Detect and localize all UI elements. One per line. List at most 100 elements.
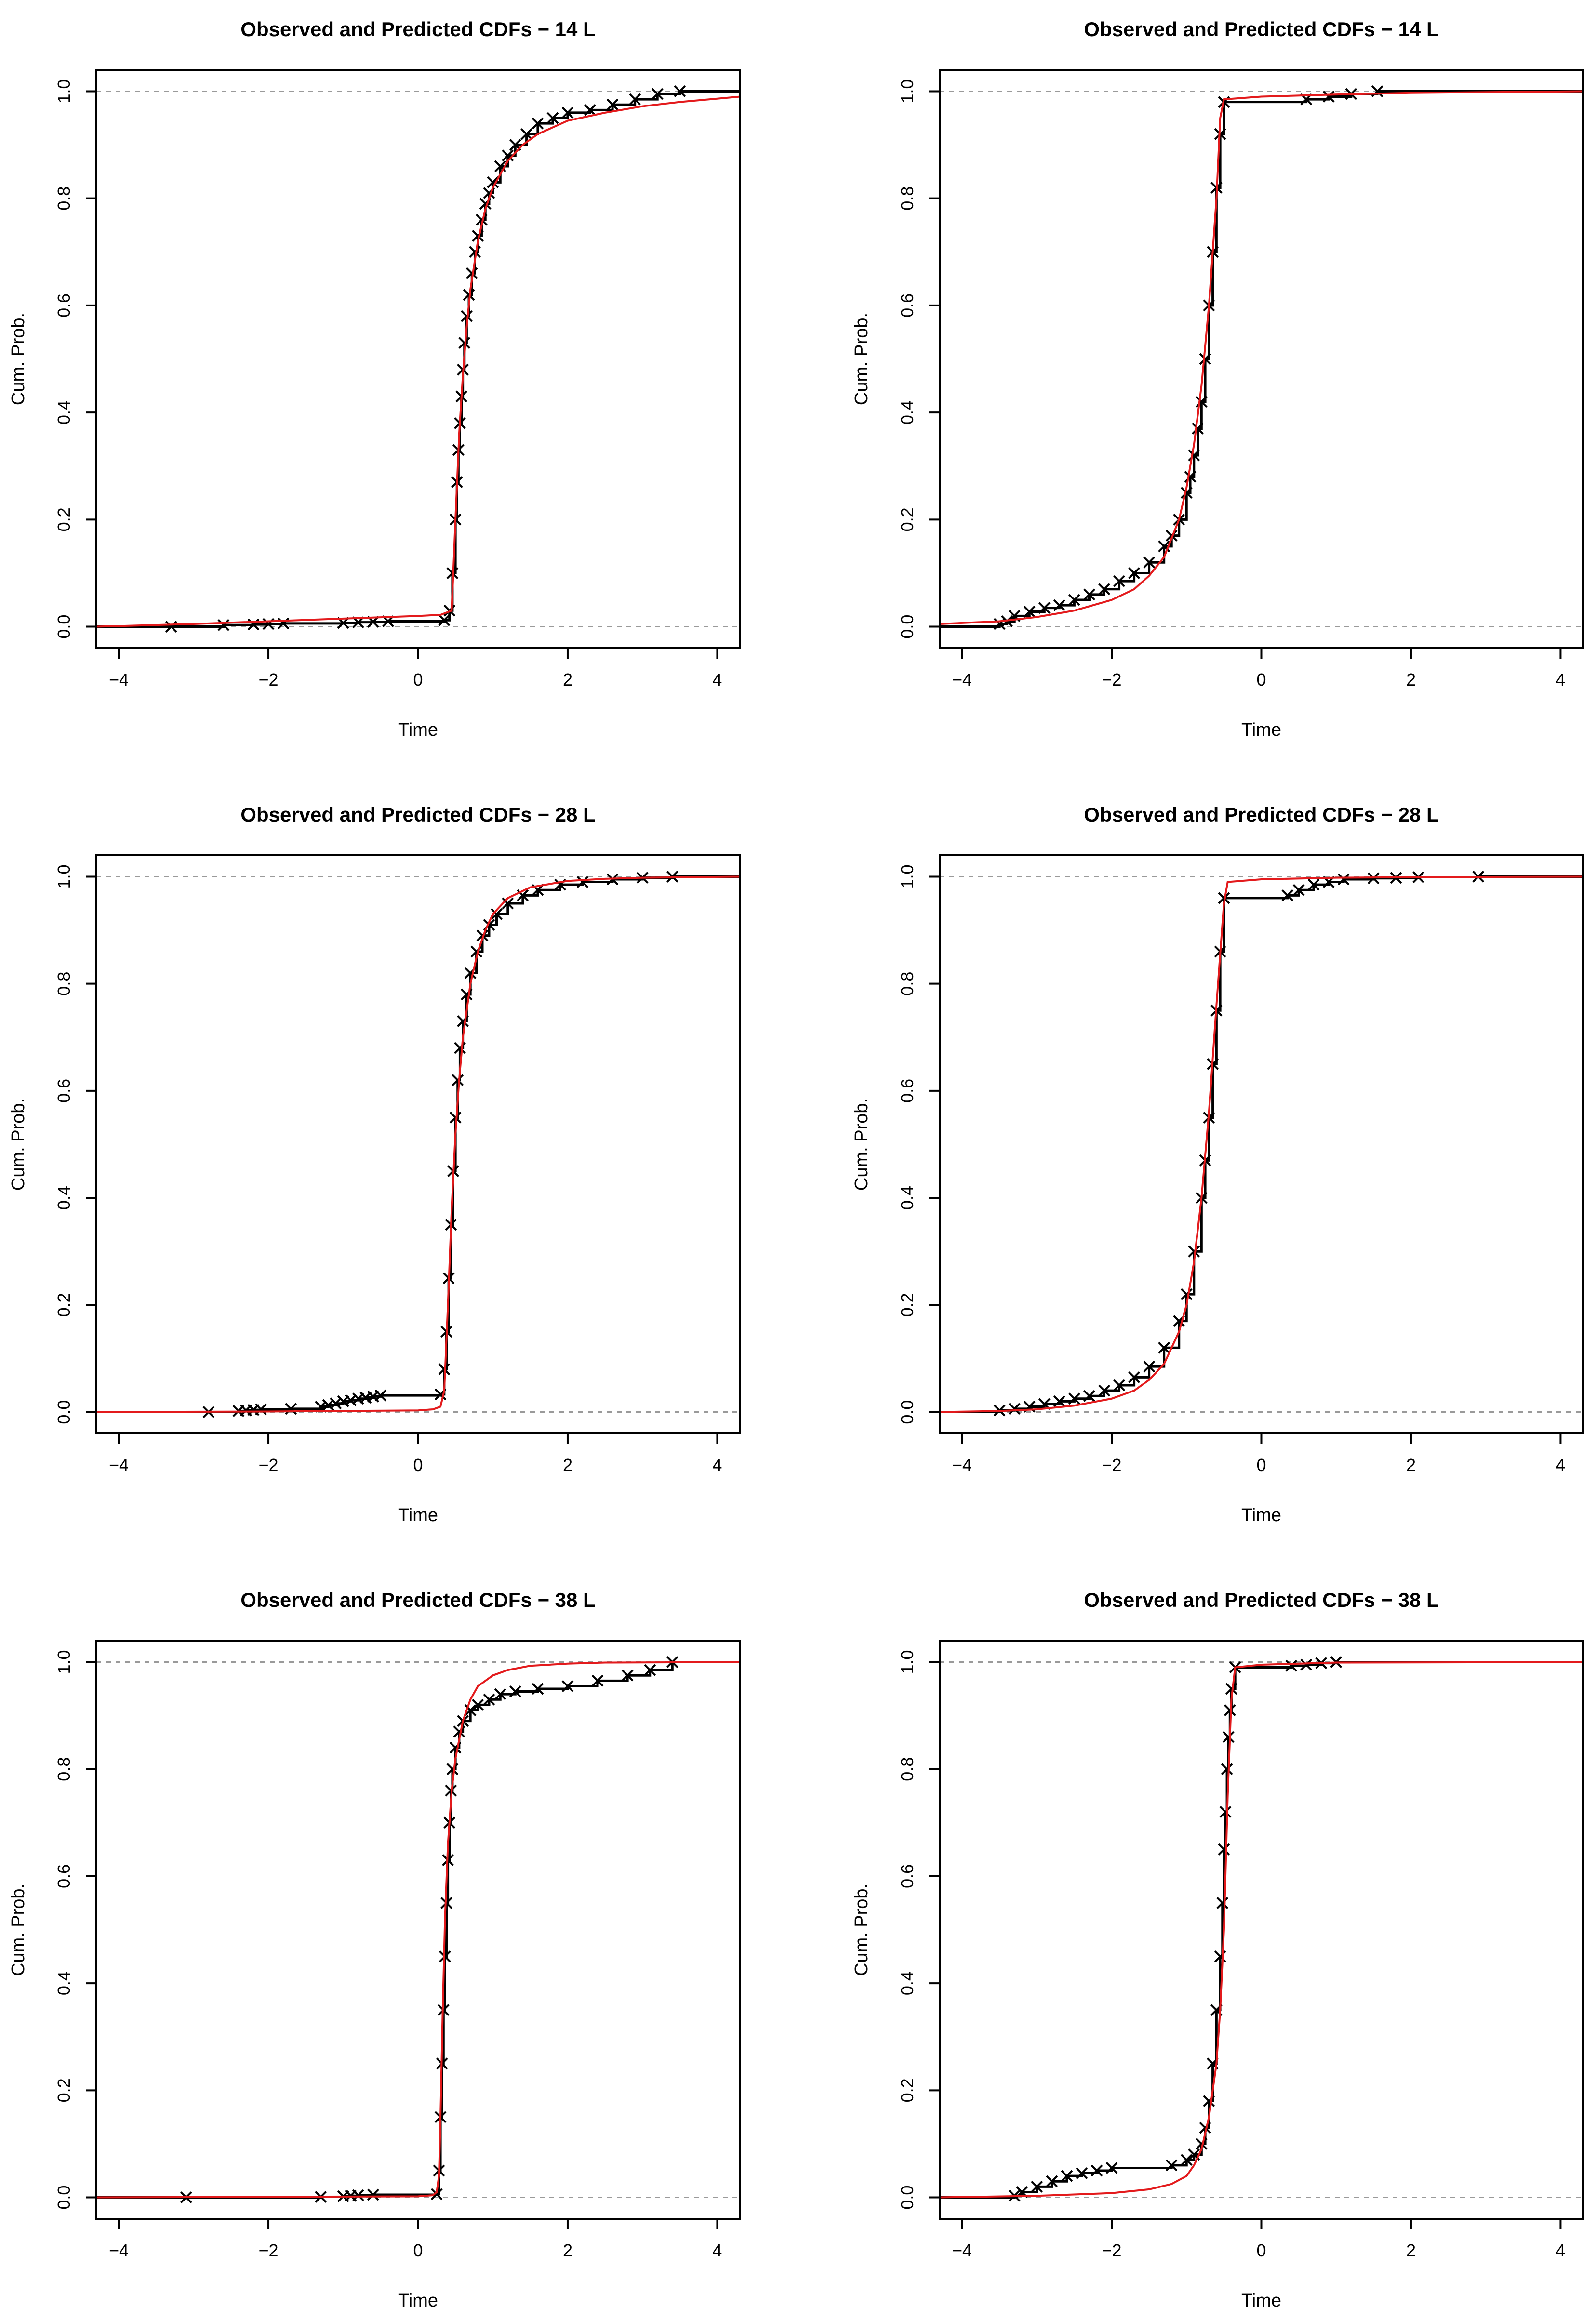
y-tick-label: 0.8	[897, 972, 917, 996]
data-point-marker	[1031, 2180, 1043, 2193]
data-point-marker	[1068, 1392, 1080, 1405]
data-point-marker	[1143, 556, 1156, 569]
x-tick-label: 2	[563, 1455, 572, 1475]
series-line-predicted	[940, 875, 1583, 1413]
y-tick-label: 0.4	[897, 1186, 917, 1210]
x-axis-label: Time	[398, 2291, 438, 2311]
data-point-marker	[1061, 2170, 1073, 2182]
x-tick-label: 0	[1256, 670, 1266, 689]
data-point-marker	[1322, 91, 1335, 103]
series-predicted	[940, 1661, 1583, 2199]
y-tick-label: 0.2	[54, 507, 74, 531]
data-point-marker	[1165, 2159, 1178, 2172]
data-point-marker	[1008, 1403, 1021, 1415]
chart-panel-1: Observed and Predicted CDFs − 14 L −4 −2 0 2…	[8, 18, 741, 740]
y-axis-label: Cum. Prob.	[851, 1883, 872, 1976]
y-tick-label: 0.2	[897, 1293, 917, 1317]
data-point-marker	[1195, 396, 1208, 408]
data-point-marker	[1371, 85, 1383, 97]
data-point-marker	[454, 1042, 466, 1054]
y-tick-label: 0.6	[897, 293, 917, 318]
data-point-marker	[509, 1685, 521, 1697]
y-axis-label: Cum. Prob.	[8, 1098, 28, 1191]
y-tick-label: 0.8	[897, 1757, 917, 1781]
data-point-marker	[460, 310, 473, 322]
data-point-marker	[1143, 1360, 1156, 1373]
y-tick-label: 0.2	[54, 1293, 74, 1317]
data-point-marker	[476, 213, 488, 226]
chart-title: Observed and Predicted CDFs − 38 L	[240, 1589, 595, 1611]
data-point-marker	[1023, 606, 1036, 618]
y-tick-label: 0.0	[54, 615, 74, 639]
series-line-predicted	[940, 1661, 1583, 2199]
data-point-marker	[1053, 599, 1065, 611]
data-point-marker	[629, 93, 641, 106]
data-point-marker	[1195, 2138, 1208, 2150]
data-point-marker	[546, 112, 559, 124]
data-point-marker	[1098, 1384, 1110, 1397]
y-tick-label: 0.6	[897, 1079, 917, 1103]
data-point-marker	[1225, 1683, 1237, 1695]
x-tick-label: 4	[1556, 2240, 1565, 2260]
y-tick-label: 0.6	[54, 1864, 74, 1888]
x-tick-label: −4	[109, 2240, 129, 2260]
series-line-predicted	[96, 95, 740, 628]
data-point-marker	[1222, 1731, 1235, 1743]
data-point-marker	[469, 246, 481, 258]
x-tick-label: −4	[109, 1455, 129, 1475]
data-point-marker	[472, 230, 484, 242]
data-point-marker	[1188, 449, 1200, 462]
chart-title: Observed and Predicted CDFs − 14 L	[240, 18, 595, 40]
y-tick-label: 0.0	[897, 615, 917, 639]
y-tick-label: 1.0	[897, 79, 917, 103]
y-tick-label: 1.0	[897, 1650, 917, 1674]
x-axis-label: Time	[1241, 2291, 1281, 2311]
data-point-marker	[1292, 884, 1305, 896]
x-tick-label: 2	[1406, 670, 1416, 689]
data-point-marker	[1053, 1395, 1065, 1407]
data-point-marker	[1076, 2167, 1088, 2179]
data-point-marker	[374, 1389, 387, 1402]
data-point-marker	[1105, 2162, 1118, 2174]
x-axis-label: Time	[398, 1505, 438, 1525]
y-tick-label: 0.6	[897, 1864, 917, 1888]
series-line-observed	[940, 90, 1583, 628]
data-point-marker	[446, 1763, 459, 1776]
data-point-marker	[502, 149, 514, 162]
data-point-marker	[367, 2188, 379, 2201]
chart-title: Observed and Predicted CDFs − 14 L	[1084, 18, 1438, 40]
y-tick-label: 0.0	[897, 2186, 917, 2210]
data-point-marker	[285, 1403, 297, 1415]
data-point-marker	[1199, 353, 1211, 365]
data-point-marker	[438, 614, 451, 626]
x-tick-label: −2	[259, 1455, 279, 1475]
data-point-marker	[483, 1693, 495, 1706]
series-line-observed	[96, 90, 740, 628]
x-axis-label: Time	[1241, 1505, 1281, 1525]
data-point-marker	[1281, 889, 1294, 901]
data-point-marker	[591, 1674, 604, 1687]
x-tick-label: 2	[563, 2240, 572, 2260]
data-point-marker	[644, 1664, 656, 1676]
y-tick-label: 0.0	[897, 1400, 917, 1424]
series-line-predicted	[940, 90, 1583, 625]
series-observed	[940, 1656, 1583, 2202]
y-tick-label: 0.4	[54, 1186, 74, 1210]
data-point-marker	[674, 85, 686, 97]
data-point-marker	[1083, 588, 1095, 601]
data-point-marker	[561, 106, 574, 119]
data-point-marker	[1300, 1658, 1313, 1671]
data-point-marker	[476, 929, 489, 942]
data-point-marker	[532, 1683, 544, 1695]
data-point-marker	[1091, 2164, 1103, 2177]
x-tick-label: −4	[109, 670, 129, 689]
chart-panel-5: Observed and Predicted CDFs − 38 L −4 −2 0 2…	[8, 1589, 741, 2311]
data-point-marker	[1158, 1341, 1170, 1354]
x-tick-label: 4	[712, 670, 722, 689]
chart-panel-3: Observed and Predicted CDFs − 28 L −4 −2 0 2…	[8, 803, 741, 1525]
x-tick-label: 0	[413, 1455, 423, 1475]
data-point-marker	[1184, 471, 1197, 483]
chart-title: Observed and Predicted CDFs − 38 L	[1084, 1589, 1438, 1611]
data-point-marker	[561, 1680, 574, 1692]
